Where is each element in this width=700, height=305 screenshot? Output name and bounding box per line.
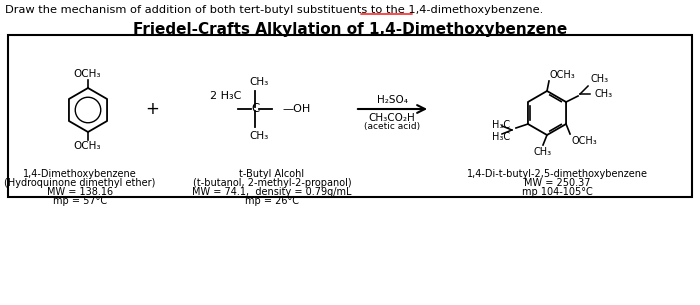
Text: mp = 57°C: mp = 57°C	[53, 196, 107, 206]
Text: MW = 138.16: MW = 138.16	[47, 187, 113, 197]
Text: Draw the mechanism of addition of both tert-butyl substituents to the 1,4-dimeth: Draw the mechanism of addition of both t…	[5, 5, 543, 15]
Text: 1,4-Di-t-butyl-2,5-dimethoxybenzene: 1,4-Di-t-butyl-2,5-dimethoxybenzene	[466, 169, 648, 179]
Text: 2 H₃C: 2 H₃C	[210, 91, 242, 101]
Text: MW = 74.1,  density = 0.79g/mL: MW = 74.1, density = 0.79g/mL	[193, 187, 351, 197]
Text: (Hydroquinone dimethyl ether): (Hydroquinone dimethyl ether)	[4, 178, 155, 188]
Text: 1,4-Dimethoxybenzene: 1,4-Dimethoxybenzene	[23, 169, 137, 179]
Text: +: +	[145, 100, 159, 118]
Text: (t-butanol, 2-methyl-2-propanol): (t-butanol, 2-methyl-2-propanol)	[193, 178, 351, 188]
Text: —OH: —OH	[282, 104, 310, 114]
Text: H₂SO₄: H₂SO₄	[377, 95, 407, 105]
Text: OCH₃: OCH₃	[74, 141, 101, 151]
Text: CH₃: CH₃	[249, 77, 269, 87]
Text: OCH₃: OCH₃	[74, 69, 101, 79]
Text: H₃C: H₃C	[492, 120, 510, 130]
Text: t-Butyl Alcohl: t-Butyl Alcohl	[239, 169, 304, 179]
Text: OCH₃: OCH₃	[571, 136, 597, 146]
Text: Friedel-Crafts Alkylation of 1,4-Dimethoxybenzene: Friedel-Crafts Alkylation of 1,4-Dimetho…	[133, 22, 567, 37]
Text: mp 104-105°C: mp 104-105°C	[522, 187, 592, 197]
Text: CH₃: CH₃	[594, 89, 612, 99]
Text: CH₃: CH₃	[590, 74, 608, 84]
Text: MW = 250.37: MW = 250.37	[524, 178, 590, 188]
Text: OCH₃: OCH₃	[550, 70, 575, 80]
Text: H₃C: H₃C	[492, 132, 510, 142]
Text: mp = 26°C: mp = 26°C	[245, 196, 299, 206]
Text: CH₃CO₂H: CH₃CO₂H	[369, 113, 415, 123]
Text: CH₃: CH₃	[534, 147, 552, 157]
Bar	[8, 35, 692, 197]
Text: CH₃: CH₃	[249, 131, 269, 141]
Text: (acetic acid): (acetic acid)	[364, 122, 420, 131]
Text: C: C	[251, 102, 259, 116]
